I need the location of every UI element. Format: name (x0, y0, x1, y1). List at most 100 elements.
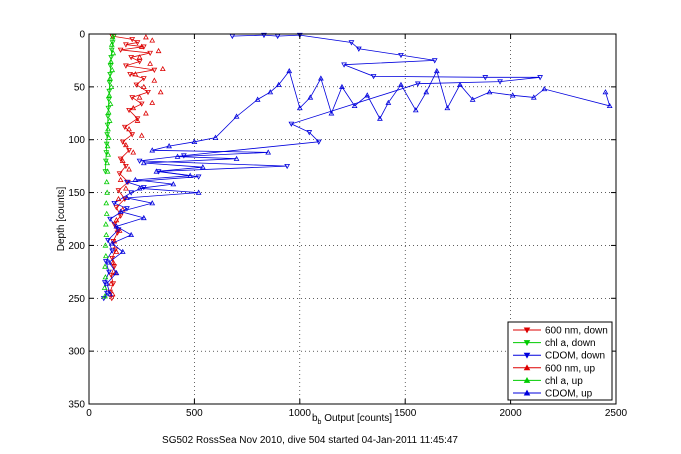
data-point (103, 210, 110, 216)
data-point (123, 185, 129, 191)
data-point (109, 248, 116, 254)
data-point (111, 222, 118, 228)
data-point (136, 54, 143, 60)
x-axis-label-rest: Output [counts] (321, 413, 392, 424)
data-point (138, 132, 145, 138)
data-point (134, 117, 141, 123)
data-point (444, 104, 451, 111)
data-point (109, 34, 116, 40)
data-point (104, 290, 110, 297)
data-point (431, 58, 438, 64)
data-point (149, 37, 156, 43)
data-point (153, 168, 160, 174)
data-point (149, 99, 156, 105)
data-point (191, 138, 198, 144)
data-point (102, 259, 109, 265)
data-point (104, 168, 111, 174)
data-point (195, 174, 202, 180)
data-point (105, 109, 112, 115)
y-tick-label: 0 (79, 30, 85, 41)
x-tick-label: 500 (186, 408, 203, 419)
data-point (134, 116, 141, 122)
data-point (123, 63, 129, 69)
data-point (107, 216, 113, 223)
x-axis-label-sub: b (318, 419, 322, 426)
data-point (134, 40, 141, 46)
legend-marker (523, 352, 531, 359)
data-point (602, 89, 609, 95)
data-point (107, 291, 113, 297)
data-point (412, 107, 419, 113)
data-point (106, 117, 113, 123)
data-point (275, 81, 282, 87)
data-point (123, 141, 129, 148)
data-point (116, 227, 123, 233)
data-point (296, 104, 303, 111)
data-point (119, 248, 126, 254)
data-point (132, 71, 139, 77)
data-point (132, 176, 139, 183)
data-point (147, 50, 154, 57)
data-point (149, 147, 156, 153)
data-point (130, 104, 137, 111)
data-point (108, 83, 115, 90)
data-point (126, 107, 132, 114)
data-point (107, 63, 114, 69)
data-point (110, 50, 117, 56)
data-point (457, 81, 463, 87)
data-point (151, 77, 158, 83)
data-point (116, 171, 123, 177)
data-point (414, 81, 421, 87)
data-point (155, 47, 162, 54)
data-point (377, 115, 383, 121)
legend-marker (523, 364, 531, 371)
data-point (108, 272, 115, 279)
data-point (136, 185, 143, 191)
data-point (261, 32, 267, 39)
data-point (537, 75, 543, 81)
x-axis-label: bb Output [counts] (312, 413, 392, 426)
data-point (145, 89, 151, 96)
y-axis-label: Depth [counts] (56, 187, 67, 252)
data-point (133, 82, 140, 88)
data-point (113, 217, 120, 223)
data-point (103, 200, 110, 206)
data-point (103, 231, 110, 238)
data-point (140, 83, 147, 90)
data-point (212, 134, 219, 140)
data-point (108, 47, 115, 53)
data-point (108, 296, 115, 302)
data-point (109, 66, 116, 73)
data-point (128, 190, 135, 196)
data-point (166, 143, 172, 149)
data-point (351, 102, 358, 109)
data-point (348, 40, 355, 46)
data-point (124, 206, 130, 212)
data-point (398, 81, 404, 87)
data-point (123, 42, 129, 48)
data-point (113, 248, 120, 254)
data-point (170, 181, 177, 187)
data-point (126, 126, 132, 132)
data-point (187, 172, 194, 178)
data-point (115, 195, 122, 202)
data-point (105, 134, 112, 140)
data-point (265, 149, 272, 155)
data-point (105, 237, 111, 244)
data-point (149, 200, 156, 206)
data-point (128, 55, 135, 61)
data-point (315, 139, 322, 145)
x-tick-label: 2500 (605, 408, 628, 419)
data-point (107, 72, 113, 78)
data-point (117, 47, 124, 53)
series-line (103, 34, 541, 299)
data-point (104, 122, 111, 128)
legend-label: CDOM, down (545, 351, 605, 362)
data-point (174, 153, 181, 159)
legend-box (507, 321, 613, 401)
data-point (104, 132, 111, 138)
data-point (117, 176, 124, 183)
data-point (106, 80, 113, 86)
data-point (102, 242, 109, 248)
